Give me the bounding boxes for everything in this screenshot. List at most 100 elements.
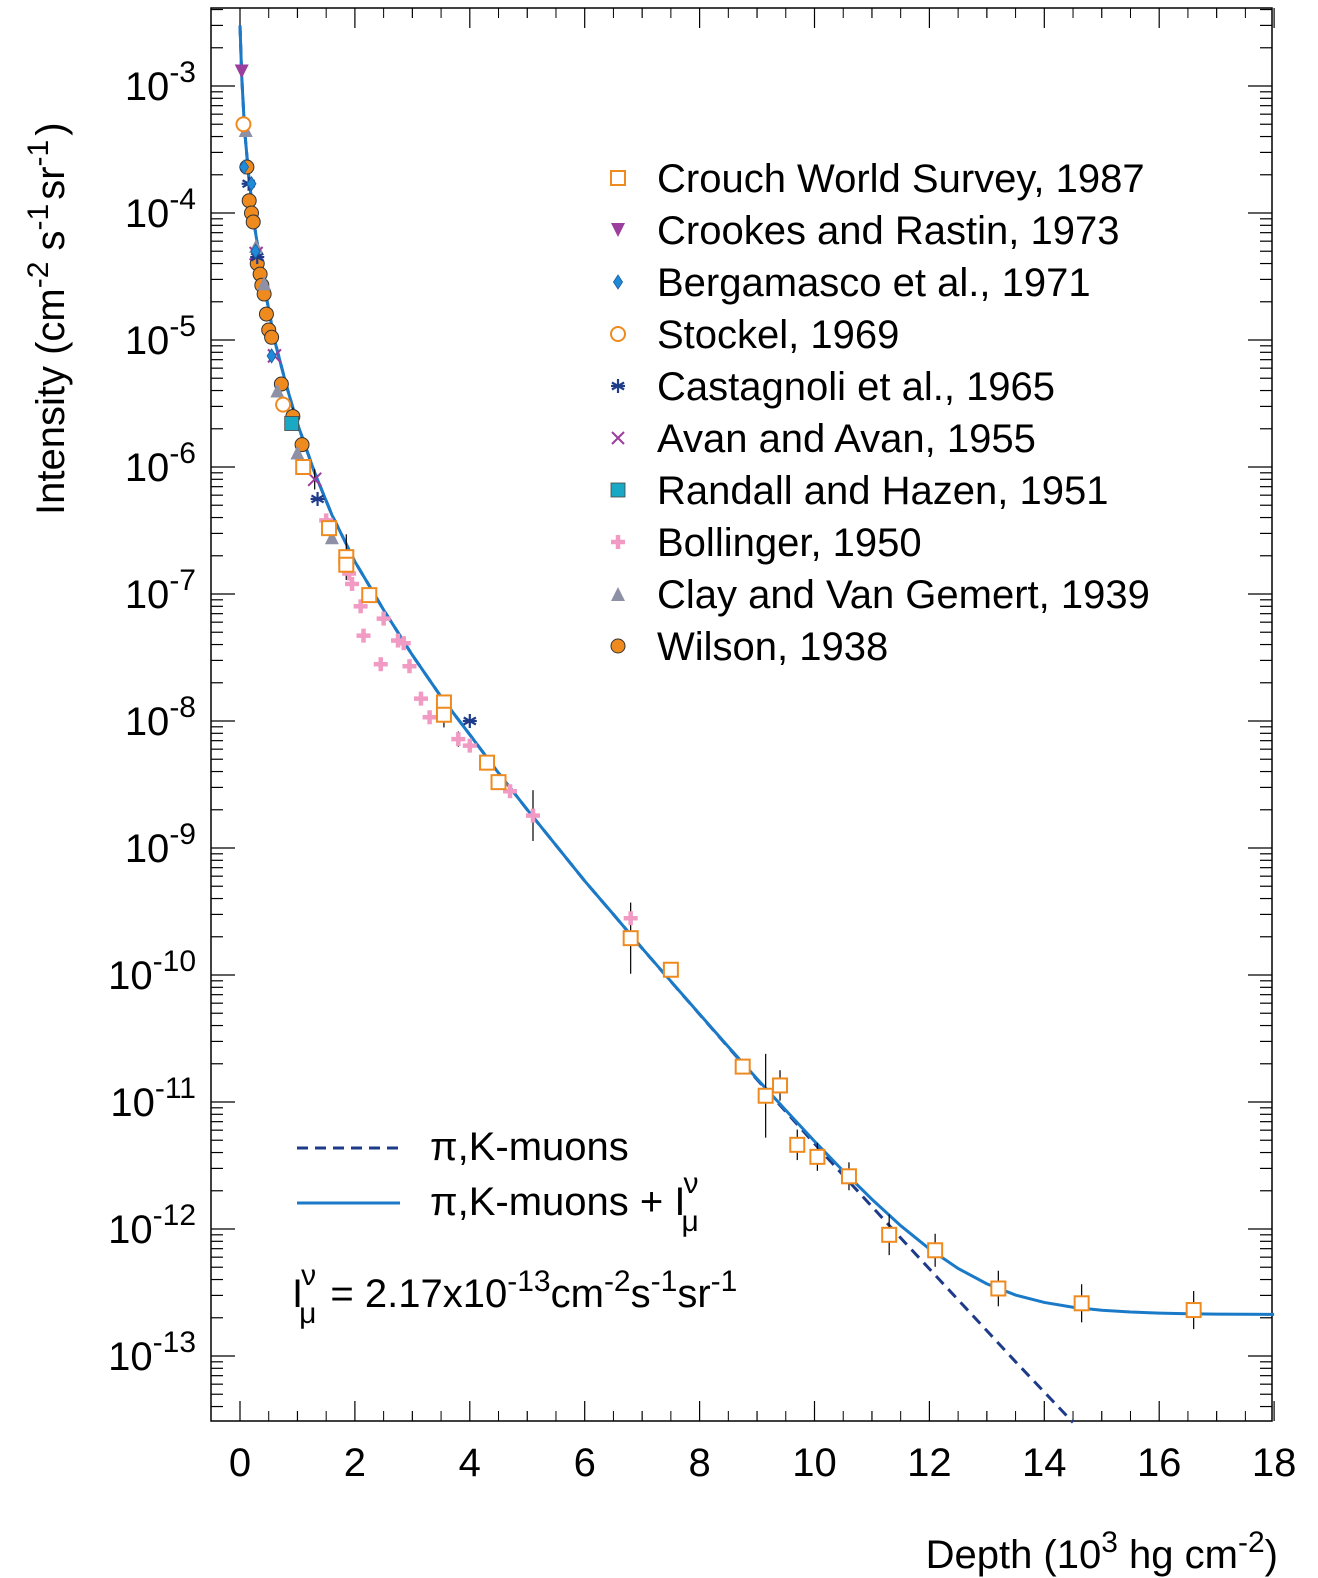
y-tick-label: 10-9 (125, 818, 196, 871)
data-point (1073, 1295, 1090, 1312)
solid-legend-label: π,K-muons + Iν μ (430, 1167, 699, 1238)
legend-label: Wilson, 1938 (657, 625, 888, 669)
dashed-legend-label: π,K-muons (430, 1125, 629, 1169)
data-point (413, 691, 428, 706)
data-point (789, 1136, 806, 1153)
data-point (490, 774, 507, 791)
y-tick-label: 10-8 (125, 691, 196, 744)
data-point (353, 599, 368, 614)
x-tick-label: 14 (1022, 1441, 1067, 1485)
x-tick-label: 12 (907, 1441, 952, 1485)
data-point (757, 1087, 774, 1104)
data-point (338, 556, 355, 573)
data-point (264, 329, 280, 345)
data-point (462, 714, 477, 728)
data-point (266, 348, 277, 364)
legend-marker (610, 170, 626, 186)
data-point (396, 636, 411, 651)
data-point (462, 738, 477, 753)
data-point (310, 491, 325, 506)
legend-label: Clay and Van Gemert, 1939 (657, 573, 1150, 617)
y-tick-label: 10-5 (125, 310, 196, 363)
data-point (402, 659, 417, 674)
data-point (234, 64, 249, 79)
x-tick-label: 6 (574, 1441, 596, 1485)
data-point (295, 459, 312, 475)
data-point (345, 576, 360, 591)
x-tick-label: 18 (1252, 1441, 1297, 1485)
y-tick-label: 10-6 (125, 437, 196, 490)
y-tick-label: 10-3 (125, 56, 196, 109)
legend-marker (611, 587, 625, 601)
data-point (623, 911, 638, 926)
annotation-equation: Iν μ = 2.17x10-13cm-2s-1sr-1 (292, 1259, 737, 1330)
legend-label: Bollinger, 1950 (657, 521, 922, 565)
data-point (257, 276, 272, 291)
data-point (235, 116, 252, 133)
data-point (503, 784, 518, 799)
legend-marker (611, 535, 625, 549)
data-points (234, 64, 1202, 1319)
data-point (451, 732, 466, 747)
data-point (373, 657, 388, 672)
data-point (246, 175, 257, 192)
data-point (376, 611, 391, 626)
x-tick-label: 16 (1137, 1441, 1182, 1485)
data-point (321, 520, 338, 537)
data-point (270, 383, 285, 398)
data-point (324, 530, 339, 545)
legend-label: Randall and Hazen, 1951 (657, 469, 1108, 513)
legend-label: Avan and Avan, 1955 (657, 417, 1036, 461)
data-point (990, 1280, 1007, 1297)
legend-marker (610, 326, 626, 342)
data-point (881, 1226, 898, 1243)
data-point (479, 754, 496, 771)
legend-label: Crouch World Survey, 1987 (657, 157, 1145, 201)
data-point (840, 1168, 857, 1185)
legend-marker (610, 638, 626, 654)
data-point (361, 587, 378, 604)
data-point (809, 1148, 826, 1165)
x-tick-label: 0 (229, 1441, 251, 1485)
x-tick-label: 8 (688, 1441, 710, 1485)
y-tick-label: 10-11 (110, 1072, 196, 1125)
y-tick-label: 10-4 (125, 183, 196, 236)
data-point (245, 214, 261, 230)
legend: Crouch World Survey, 1987 Crookes and Ras… (610, 157, 1150, 669)
legend-label: Castagnoli et al., 1965 (657, 365, 1055, 409)
legend-label: Crookes and Rastin, 1973 (657, 209, 1120, 253)
legend-marker (611, 379, 625, 393)
legend-marker (611, 431, 625, 445)
legend-marker (610, 482, 626, 498)
data-point (1185, 1302, 1202, 1319)
data-point (525, 808, 540, 823)
y-tick-label: 10-12 (108, 1199, 196, 1252)
data-point (662, 961, 679, 978)
data-point (241, 193, 257, 209)
x-axis-label: Depth (103 hg cm-2) (926, 1526, 1278, 1577)
y-tick-label: 10-13 (108, 1326, 196, 1379)
data-point (284, 416, 300, 431)
x-tick-label: 4 (459, 1441, 481, 1485)
legend-marker (611, 223, 625, 237)
x-tick-label: 2 (344, 1441, 366, 1485)
data-point (275, 396, 292, 413)
data-point (422, 710, 437, 725)
data-point (622, 930, 639, 947)
data-point (435, 706, 452, 723)
tick-labels: 0 2 4 6 8 10 12 14 16 18 10-3 10-4 10-5 10-6 10-7 10-8 1… (108, 56, 1296, 1485)
data-point (250, 243, 261, 259)
legend-marker (612, 274, 624, 290)
plot-axes (210, 7, 1275, 1422)
y-tick-label: 10-10 (108, 945, 196, 998)
data-point (356, 628, 371, 643)
legend-label: Bergamasco et al., 1971 (657, 261, 1091, 305)
data-point (772, 1077, 789, 1094)
data-point (238, 159, 250, 175)
data-point (290, 445, 305, 460)
x-tick-label: 10 (792, 1441, 837, 1485)
pi-k-muons-plus-background-curve (238, 25, 1275, 1316)
plot-frame (210, 7, 1273, 1422)
